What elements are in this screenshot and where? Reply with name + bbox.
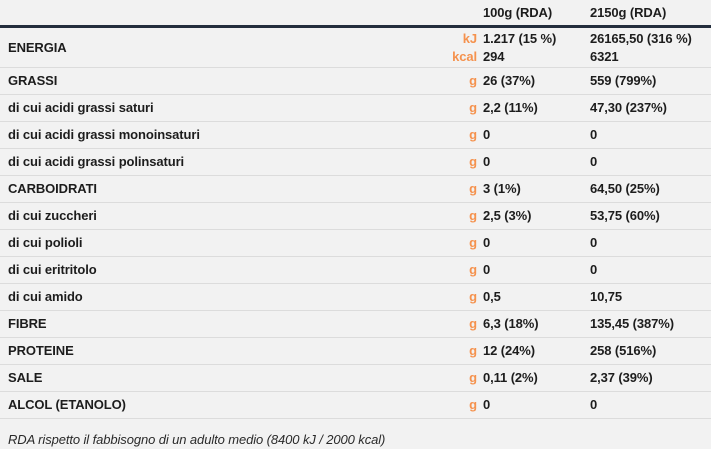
unit-cell: g xyxy=(469,181,477,197)
value-2150g: 53,75 (60%) xyxy=(590,208,660,224)
table-row: di cui acidi grassi polinsaturi g 0 0 xyxy=(0,149,711,177)
unit-cell: g xyxy=(469,343,477,359)
value-100g: 0 xyxy=(483,262,491,278)
value-2150g: 26165,50 (316 %) 6321 xyxy=(590,31,692,64)
header-col-2150g: 2150g (RDA) xyxy=(590,4,667,20)
row-label: di cui polioli xyxy=(8,235,83,251)
value-2150g: 0 xyxy=(590,262,598,278)
unit-cell: kJ kcal xyxy=(452,31,477,64)
row-label: di cui acidi grassi monoinsaturi xyxy=(8,127,200,143)
value-100g: 0 xyxy=(483,397,491,413)
table-row: di cui amido g 0,5 10,75 xyxy=(0,284,711,312)
table-row: ENERGIA kJ kcal 1.217 (15 %) 294 26165,50 … xyxy=(0,28,711,69)
rda-footnote: RDA rispetto il fabbisogno di un adulto … xyxy=(8,432,386,448)
row-label: FIBRE xyxy=(8,316,47,332)
table-row: ALCOL (ETANOLO) g 0 0 xyxy=(0,392,711,420)
value-100g: 1.217 (15 %) 294 xyxy=(483,31,557,64)
unit-cell: g xyxy=(469,370,477,386)
unit-cell: g xyxy=(469,100,477,116)
row-label: di cui eritritolo xyxy=(8,262,97,278)
value-100g: 6,3 (18%) xyxy=(483,316,539,332)
value-2150g: 258 (516%) xyxy=(590,343,657,359)
table-body: ENERGIA kJ kcal 1.217 (15 %) 294 26165,50 … xyxy=(0,28,711,420)
row-label: CARBOIDRATI xyxy=(8,181,97,197)
value-100g: 3 (1%) xyxy=(483,181,521,197)
table-header-row: 100g (RDA) 2150g (RDA) xyxy=(0,0,711,28)
value-100g: 26 (37%) xyxy=(483,73,535,89)
header-col-100g: 100g (RDA) xyxy=(483,4,553,20)
unit-cell: g xyxy=(469,316,477,332)
unit-cell: g xyxy=(469,208,477,224)
value-2150g: 0 xyxy=(590,154,598,170)
row-label: SALE xyxy=(8,370,43,386)
value-2150g: 64,50 (25%) xyxy=(590,181,660,197)
table-row: FIBRE g 6,3 (18%) 135,45 (387%) xyxy=(0,311,711,339)
value-2150g: 135,45 (387%) xyxy=(590,316,674,332)
row-label: ENERGIA xyxy=(8,39,67,55)
value-100g: 2,2 (11%) xyxy=(483,100,538,116)
unit-cell: g xyxy=(469,235,477,251)
row-label: di cui acidi grassi saturi xyxy=(8,100,154,116)
table-row: di cui eritritolo g 0 0 xyxy=(0,257,711,285)
value-100g: 2,5 (3%) xyxy=(483,208,532,224)
row-label: PROTEINE xyxy=(8,343,74,359)
row-label: GRASSI xyxy=(8,73,58,89)
row-label: di cui acidi grassi polinsaturi xyxy=(8,154,185,170)
value-2150g: 0 xyxy=(590,127,598,143)
table-row: CARBOIDRATI g 3 (1%) 64,50 (25%) xyxy=(0,176,711,204)
value-2150g: 47,30 (237%) xyxy=(590,100,667,116)
value-2150g: 0 xyxy=(590,235,598,251)
table-row: SALE g 0,11 (2%) 2,37 (39%) xyxy=(0,365,711,393)
table-row: di cui acidi grassi monoinsaturi g 0 0 xyxy=(0,122,711,150)
value-2150g: 0 xyxy=(590,397,598,413)
row-label: di cui amido xyxy=(8,289,83,305)
unit-cell: g xyxy=(469,127,477,143)
value-2150g: 10,75 xyxy=(590,289,623,305)
unit-cell: g xyxy=(469,397,477,413)
row-label: di cui zuccheri xyxy=(8,208,97,224)
value-100g: 0 xyxy=(483,154,491,170)
value-2150g: 2,37 (39%) xyxy=(590,370,653,386)
value-2150g: 559 (799%) xyxy=(590,73,657,89)
value-100g: 0,11 (2%) xyxy=(483,370,538,386)
table-row: di cui zuccheri g 2,5 (3%) 53,75 (60%) xyxy=(0,203,711,231)
value-100g: 12 (24%) xyxy=(483,343,535,359)
value-100g: 0,5 xyxy=(483,289,501,305)
value-100g: 0 xyxy=(483,127,491,143)
table-row: PROTEINE g 12 (24%) 258 (516%) xyxy=(0,338,711,366)
table-row: di cui acidi grassi saturi g 2,2 (11%) 4… xyxy=(0,95,711,123)
unit-cell: g xyxy=(469,262,477,278)
table-row: GRASSI g 26 (37%) 559 (799%) xyxy=(0,68,711,96)
value-100g: 0 xyxy=(483,235,491,251)
table-row: di cui polioli g 0 0 xyxy=(0,230,711,258)
unit-cell: g xyxy=(469,154,477,170)
unit-cell: g xyxy=(469,289,477,305)
row-label: ALCOL (ETANOLO) xyxy=(8,397,126,413)
unit-cell: g xyxy=(469,73,477,89)
